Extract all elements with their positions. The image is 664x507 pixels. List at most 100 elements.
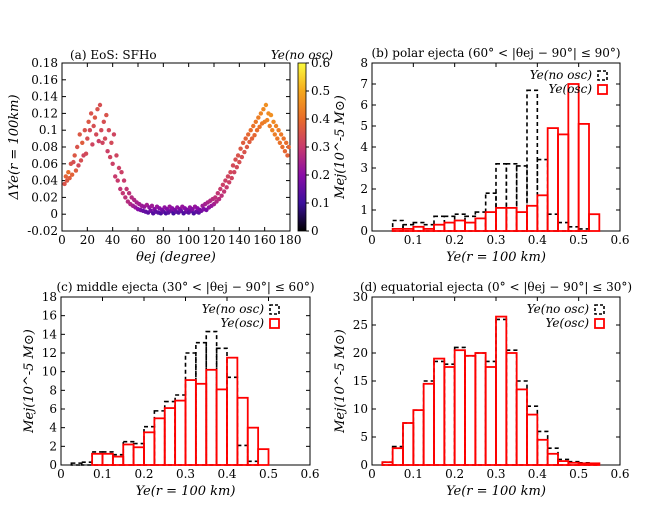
scatter-point bbox=[225, 174, 231, 179]
histogram-bar bbox=[70, 462, 83, 466]
colorbar-tick-label: 0 bbox=[311, 224, 319, 238]
x-tick-label: 0.2 bbox=[445, 233, 464, 247]
scatter-point bbox=[268, 112, 274, 118]
scatter-point bbox=[69, 172, 75, 177]
histogram-bar bbox=[484, 360, 497, 466]
histogram-bar bbox=[391, 227, 404, 232]
scatter-point bbox=[126, 191, 132, 196]
chart-title: (d) equatorial ejecta (0° < |θej − 90°| … bbox=[360, 280, 632, 294]
histogram-bar bbox=[132, 446, 145, 466]
scatter-point bbox=[220, 182, 226, 187]
x-tick-label: 60 bbox=[130, 233, 145, 247]
y-tick-label: 6 bbox=[360, 98, 368, 112]
scatter-point bbox=[72, 153, 77, 158]
scatter-point bbox=[96, 138, 101, 144]
colorbar-tick-label: 0.3 bbox=[311, 140, 330, 154]
scatter-point bbox=[270, 128, 275, 133]
histogram-bar bbox=[236, 444, 249, 466]
scatter-point bbox=[106, 128, 112, 133]
histogram-bar bbox=[577, 123, 590, 232]
x-tick-label: 0.6 bbox=[610, 467, 629, 481]
histogram-bar bbox=[391, 445, 404, 466]
scatter-point bbox=[83, 151, 89, 156]
histogram-bar bbox=[236, 396, 249, 466]
scatter-point bbox=[149, 203, 155, 208]
histogram-bar bbox=[577, 462, 590, 466]
histogram-bar bbox=[153, 417, 166, 466]
x-tick-label: 80 bbox=[156, 233, 171, 247]
y-axis-label: Mej(10^-5 M⊙) bbox=[22, 329, 37, 434]
legend-swatch bbox=[597, 84, 608, 95]
histogram-bar bbox=[474, 352, 487, 466]
scatter-point bbox=[248, 128, 253, 133]
y-tick-label: 2 bbox=[49, 439, 57, 453]
panel-a: 0 20 40 60 80 100 120 140 160 180-0.0200.020.040.… bbox=[7, 48, 333, 265]
y-tick-label: 3 bbox=[360, 161, 368, 175]
scatter-point bbox=[110, 161, 115, 166]
histogram-bar bbox=[80, 461, 93, 466]
histogram-bar bbox=[536, 438, 549, 466]
y-tick-label: 0 bbox=[360, 224, 368, 238]
histogram-bar bbox=[205, 330, 218, 466]
series-osc bbox=[381, 315, 601, 466]
legend-label: Ye(no osc) bbox=[530, 68, 593, 82]
scatter-point bbox=[276, 128, 281, 133]
histogram-bar bbox=[484, 366, 497, 466]
histogram-bar bbox=[443, 215, 456, 232]
legend-swatch bbox=[597, 70, 608, 81]
legend: Ye(no osc)Ye(osc) bbox=[530, 68, 608, 96]
histogram-bar bbox=[495, 315, 508, 466]
y-tick-label: 1 bbox=[360, 203, 368, 217]
legend-swatch bbox=[594, 318, 605, 329]
y-tick-label: 0 bbox=[360, 458, 368, 472]
y-tick-label: 0 bbox=[50, 207, 58, 221]
y-axis-label: ΔYe(r = 100km) bbox=[7, 94, 22, 200]
x-tick-label: 0 bbox=[368, 467, 376, 481]
x-axis-label: Ye(r = 100 km) bbox=[446, 250, 546, 265]
scatter-point bbox=[121, 178, 127, 183]
x-tick-label: 0.4 bbox=[217, 467, 236, 481]
scatter-point bbox=[120, 191, 126, 196]
x-tick-label: 0.6 bbox=[610, 233, 629, 247]
histogram-bar bbox=[226, 356, 239, 466]
legend-label: Ye(no osc) bbox=[202, 302, 265, 316]
scatter-point bbox=[102, 136, 108, 141]
histogram-bar bbox=[557, 460, 570, 466]
scatter-point bbox=[105, 149, 110, 154]
scatter-point bbox=[114, 153, 119, 158]
y-tick-label: 0.16 bbox=[31, 73, 58, 87]
y-tick-label: 8 bbox=[360, 56, 368, 70]
y-tick-label: 20 bbox=[353, 346, 368, 360]
scatter-point bbox=[258, 111, 264, 116]
y-tick-label: 5 bbox=[360, 119, 368, 133]
scatter-point bbox=[215, 191, 220, 196]
x-tick-label: 0.4 bbox=[528, 233, 547, 247]
y-tick-label: 4 bbox=[360, 140, 368, 154]
histogram-bar bbox=[422, 382, 435, 466]
scatter-point bbox=[76, 163, 81, 168]
histogram-bar bbox=[184, 352, 197, 466]
legend: Ye(no osc)Ye(osc) bbox=[527, 302, 605, 330]
histogram-bar bbox=[402, 422, 415, 466]
histogram-bar bbox=[474, 352, 487, 466]
chart-title: (c) middle ejecta (30° < |θej − 90°| ≤ 6… bbox=[56, 280, 314, 294]
colorbar-tick-label: 0.1 bbox=[311, 196, 330, 210]
histogram-bar bbox=[195, 341, 208, 466]
histogram-bar bbox=[246, 426, 260, 466]
scatter-point bbox=[282, 149, 288, 154]
histogram-bar bbox=[464, 215, 477, 232]
scatter-point bbox=[238, 146, 243, 151]
x-tick-label: 0.5 bbox=[259, 467, 278, 481]
histogram-bar bbox=[402, 223, 415, 232]
scatter-point bbox=[285, 153, 290, 158]
scatter-point bbox=[244, 144, 250, 150]
histogram-bar bbox=[505, 349, 518, 466]
scatter-point bbox=[97, 102, 103, 108]
histogram-bar bbox=[453, 213, 466, 232]
x-axis-label: Ye(r = 100 km) bbox=[136, 484, 236, 499]
histogram-bar bbox=[453, 349, 466, 466]
scatter-point bbox=[213, 195, 218, 200]
scatter-point bbox=[92, 115, 98, 120]
scatter-point bbox=[272, 132, 277, 137]
y-tick-label: 10 bbox=[42, 365, 57, 379]
